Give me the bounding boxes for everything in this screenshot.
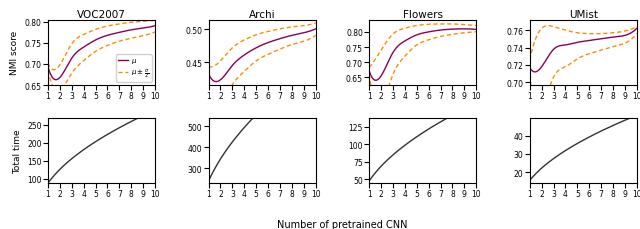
Title: VOC2007: VOC2007 xyxy=(77,10,126,20)
Title: Archi: Archi xyxy=(249,10,275,20)
Title: Flowers: Flowers xyxy=(403,10,443,20)
Text: Number of pretrained CNN: Number of pretrained CNN xyxy=(277,219,408,229)
Title: UMist: UMist xyxy=(569,10,598,20)
Y-axis label: Total time: Total time xyxy=(13,128,22,173)
Y-axis label: NMI score: NMI score xyxy=(10,31,19,75)
Legend: $\mu$, $\mu \pm \frac{\sigma}{2}$: $\mu$, $\mu \pm \frac{\sigma}{2}$ xyxy=(116,55,152,82)
